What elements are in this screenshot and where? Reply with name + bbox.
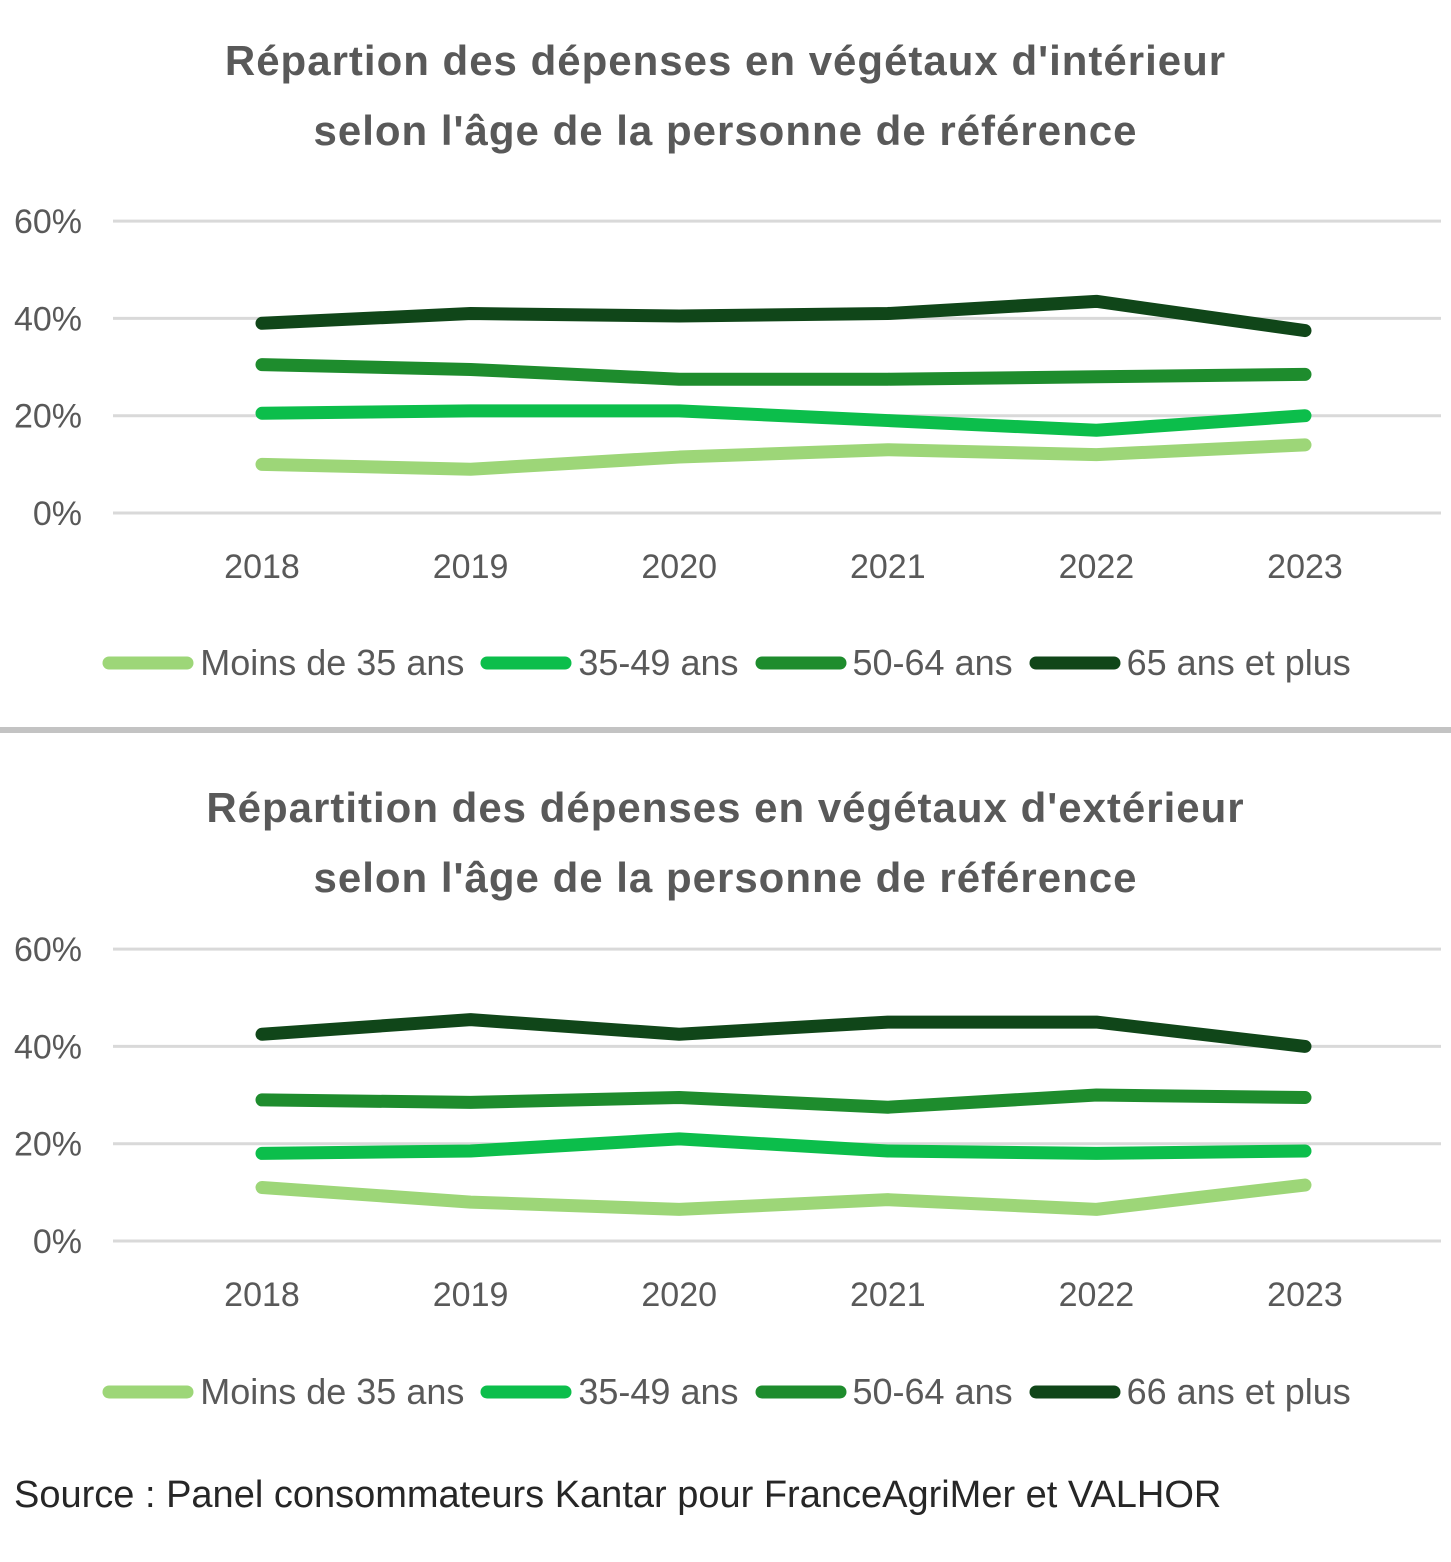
x-tick-label: 2023 — [1267, 548, 1343, 586]
series-line — [255, 1013, 1312, 1053]
legend-swatch-icon — [755, 656, 846, 670]
series-line — [255, 1178, 1312, 1216]
legend-swatch-icon — [480, 1385, 572, 1399]
series-line — [255, 1132, 1312, 1160]
y-tick-label: 60% — [14, 203, 82, 241]
y-tick-label: 40% — [14, 300, 82, 338]
series-line — [255, 294, 1312, 338]
x-tick-label: 2021 — [850, 1276, 926, 1314]
legend-item: 50-64 ans — [753, 1371, 1013, 1413]
source-caption: Source : Panel consommateurs Kantar pour… — [14, 1474, 1222, 1516]
legend-label: 35-49 ans — [578, 1371, 739, 1412]
legend-label: 35-49 ans — [578, 642, 739, 683]
legend-label: Moins de 35 ans — [200, 642, 465, 683]
x-tick-label: 2021 — [850, 548, 926, 586]
line-chart-interieur: 0% 20% 40% 60% 2018 2019 2020 2021 2022 2023 — [14, 203, 1441, 586]
y-tick-label: 40% — [14, 1028, 82, 1066]
legend-swatch-icon — [102, 656, 194, 670]
x-tick-label: 2020 — [641, 548, 717, 586]
legend-swatch-icon — [102, 1385, 194, 1399]
series-line — [255, 438, 1312, 476]
series-line — [255, 358, 1312, 386]
legend-swatch-icon — [480, 656, 572, 670]
chart-title-exterieur: Répartition des dépenses en végétaux d'e… — [0, 773, 1451, 913]
x-tick-label: 2023 — [1267, 1276, 1343, 1314]
legend-item: 35-49 ans — [478, 1371, 739, 1413]
legend-item: 50-64 ans — [753, 642, 1013, 684]
legend-label: 65 ans et plus — [1126, 642, 1351, 683]
legend-item: 35-49 ans — [478, 642, 739, 684]
legend-item: 65 ans et plus — [1027, 642, 1351, 684]
legend-label: 50-64 ans — [852, 642, 1013, 683]
y-tick-label: 0% — [33, 495, 82, 533]
y-tick-label: 60% — [14, 931, 82, 969]
legend-exterieur: Moins de 35 ans 35-49 ans 50-64 ans 66 ans … — [0, 1365, 1451, 1419]
chart-block-interieur: Répartion des dépenses en végétaux d'int… — [0, 26, 1451, 690]
x-tick-label: 2022 — [1059, 1276, 1135, 1314]
chart-title-line1: Répartion des dépenses en végétaux d'int… — [224, 37, 1227, 84]
x-tick-label: 2018 — [224, 548, 300, 586]
x-tick-label: 2020 — [641, 1276, 717, 1314]
chart-title-line2: selon l'âge de la personne de référence — [313, 854, 1138, 901]
line-chart-exterieur: 0% 20% 40% 60% 2018 2019 2020 2021 2022 2023 — [14, 931, 1441, 1314]
series-line — [255, 404, 1312, 437]
chart-title-line2: selon l'âge de la personne de référence — [313, 107, 1138, 154]
y-tick-label: 20% — [14, 1126, 82, 1164]
x-tick-label: 2018 — [224, 1276, 300, 1314]
y-tick-label: 0% — [33, 1223, 82, 1261]
chart-block-exterieur: Répartition des dépenses en végétaux d'e… — [0, 773, 1451, 1419]
legend-swatch-icon — [1029, 656, 1121, 670]
legend-interieur: Moins de 35 ans 35-49 ans 50-64 ans 65 ans … — [0, 636, 1451, 690]
legend-swatch-icon — [755, 1385, 846, 1399]
legend-label: Moins de 35 ans — [200, 1371, 465, 1412]
section-divider — [0, 727, 1451, 733]
legend-item: 66 ans et plus — [1027, 1371, 1351, 1413]
x-tick-label: 2019 — [433, 1276, 509, 1314]
legend-swatch-icon — [1029, 1385, 1121, 1399]
legend-label: 66 ans et plus — [1126, 1371, 1351, 1412]
legend-label: 50-64 ans — [852, 1371, 1013, 1412]
chart-title-interieur: Répartion des dépenses en végétaux d'int… — [0, 26, 1451, 166]
y-tick-label: 20% — [14, 398, 82, 436]
legend-item: Moins de 35 ans — [100, 1371, 464, 1413]
x-tick-label: 2022 — [1059, 548, 1135, 586]
legend-item: Moins de 35 ans — [100, 642, 464, 684]
x-tick-label: 2019 — [433, 548, 509, 586]
chart-title-line1: Répartition des dépenses en végétaux d'e… — [206, 784, 1245, 831]
series-line — [255, 1088, 1312, 1114]
